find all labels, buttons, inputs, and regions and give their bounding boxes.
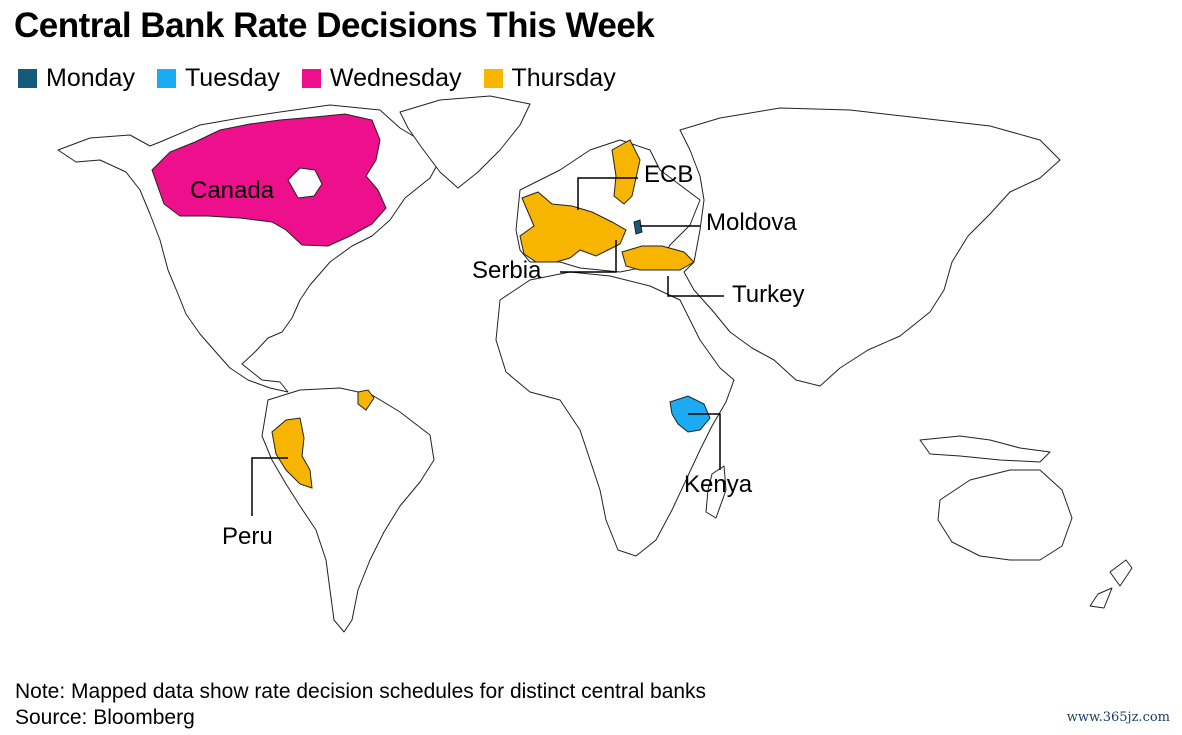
- peru-fill: [271, 417, 313, 489]
- indonesia: [919, 435, 1051, 463]
- legend: Monday Tuesday Wednesday Thursday: [18, 64, 638, 93]
- label-serbia: Serbia: [472, 257, 542, 284]
- legend-item-wednesday: Wednesday: [301, 64, 462, 93]
- hudson-bay: [287, 167, 323, 199]
- africa: [495, 271, 735, 557]
- legend-label-wednesday: Wednesday: [329, 64, 462, 92]
- label-kenya: Kenya: [684, 471, 753, 498]
- watermark-text: www.365jz.com: [1066, 710, 1170, 725]
- serbia-callout-line: [560, 240, 617, 273]
- world-map: Canada ECB Moldova Serbia Turkey Peru Ke…: [57, 95, 1133, 633]
- madagascar: [705, 465, 727, 519]
- label-canada: Canada: [190, 177, 275, 204]
- label-peru: Peru: [222, 523, 273, 550]
- label-moldova: Moldova: [706, 209, 797, 236]
- new-zealand: [1089, 559, 1133, 609]
- europe-thursday-fill: [519, 191, 627, 263]
- greenland: [399, 95, 531, 189]
- legend-label-tuesday: Tuesday: [184, 64, 280, 92]
- label-ecb: ECB: [644, 161, 693, 188]
- turkey-fill: [621, 245, 695, 271]
- canada-fill: [151, 113, 387, 247]
- legend-item-monday: Monday: [18, 64, 135, 93]
- source-text: Source: Bloomberg: [15, 706, 195, 729]
- legend-label-thursday: Thursday: [511, 64, 616, 92]
- legend-swatch-thursday: [483, 69, 503, 88]
- legend-swatch-tuesday: [156, 69, 176, 88]
- legend-swatch-monday: [18, 69, 37, 88]
- guiana-fill: [357, 389, 375, 411]
- chart-title: Central Bank Rate Decisions This Week: [14, 6, 655, 45]
- asia: [679, 107, 1061, 387]
- legend-item-thursday: Thursday: [483, 64, 616, 93]
- south-america: [261, 387, 435, 633]
- nordic-thursday-fill: [611, 139, 641, 205]
- legend-swatch-wednesday: [301, 69, 321, 88]
- legend-item-tuesday: Tuesday: [156, 64, 280, 93]
- legend-label-monday: Monday: [46, 64, 135, 92]
- ecb-callout-line: [577, 177, 638, 210]
- turkey-callout-line: [667, 276, 724, 297]
- australia: [937, 469, 1073, 561]
- label-turkey: Turkey: [732, 281, 804, 308]
- note-text: Note: Mapped data show rate decision sch…: [15, 680, 707, 703]
- kenya-callout-line: [688, 413, 721, 470]
- moldova-fill: [633, 219, 643, 235]
- peru-callout-line: [251, 457, 288, 516]
